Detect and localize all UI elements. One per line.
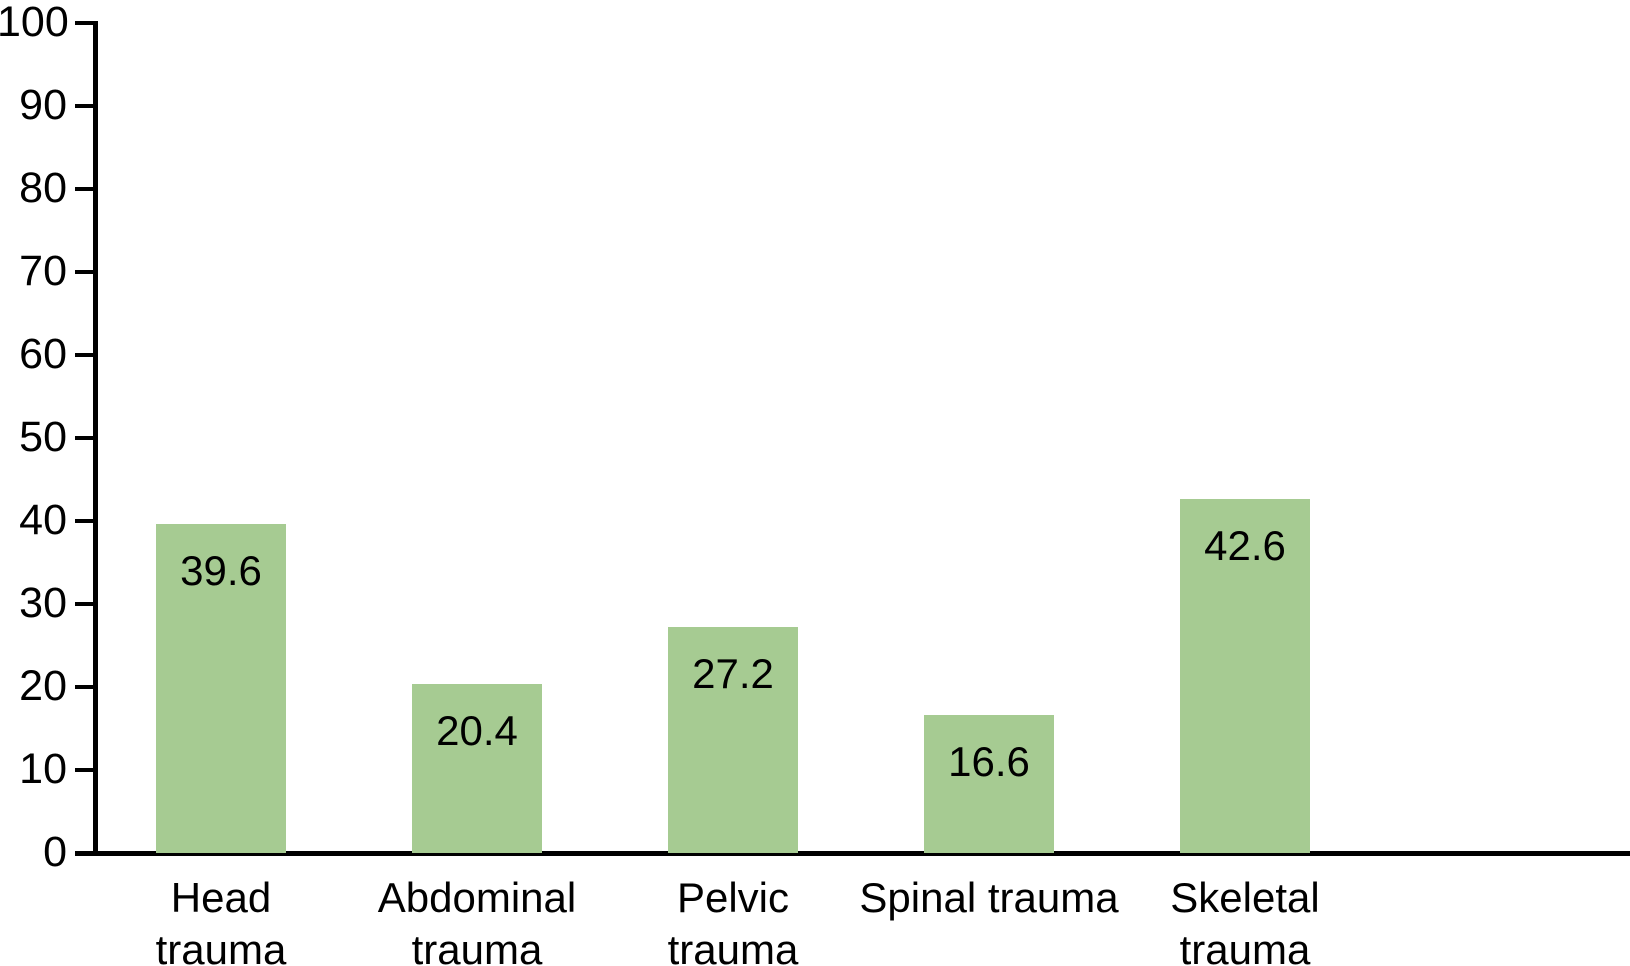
y-tick-label: 20 bbox=[19, 662, 67, 710]
y-axis-line bbox=[93, 21, 98, 853]
bar: 42.6 bbox=[1180, 499, 1310, 853]
x-category-label: Skeletal trauma bbox=[1170, 874, 1320, 966]
y-tick-label: 30 bbox=[19, 579, 67, 627]
bar: 20.4 bbox=[412, 683, 542, 853]
bar: 27.2 bbox=[668, 627, 798, 853]
y-tick-label: 10 bbox=[19, 745, 67, 793]
y-tick bbox=[75, 851, 95, 855]
y-tick bbox=[75, 187, 95, 191]
bar-value-label: 27.2 bbox=[692, 650, 774, 698]
y-tick bbox=[75, 768, 95, 772]
x-category-label: Head trauma bbox=[155, 874, 287, 966]
bar: 16.6 bbox=[924, 715, 1054, 853]
y-tick-label: 50 bbox=[19, 413, 67, 461]
y-tick-label: 80 bbox=[19, 164, 67, 212]
bar-value-label: 39.6 bbox=[180, 547, 262, 595]
y-tick bbox=[75, 602, 95, 606]
x-category-label: Pelvic trauma bbox=[667, 874, 799, 966]
x-category-label: Abdominal trauma bbox=[377, 874, 577, 966]
bar-value-label: 20.4 bbox=[436, 706, 518, 754]
y-tick bbox=[75, 104, 95, 108]
y-tick-label: 0 bbox=[43, 828, 67, 876]
x-category-label: Spinal trauma bbox=[859, 874, 1119, 921]
y-tick-label: 100 bbox=[0, 0, 69, 46]
bar-value-label: 16.6 bbox=[948, 738, 1030, 786]
bar-value-label: 42.6 bbox=[1204, 522, 1286, 570]
y-tick-label: 70 bbox=[19, 247, 67, 295]
y-tick bbox=[75, 21, 95, 25]
y-tick bbox=[75, 270, 95, 274]
y-tick-label: 40 bbox=[19, 496, 67, 544]
y-tick-label: 90 bbox=[19, 81, 67, 129]
bar: 39.6 bbox=[156, 524, 286, 853]
y-tick-label: 60 bbox=[19, 330, 67, 378]
y-tick bbox=[75, 685, 95, 689]
y-tick bbox=[75, 353, 95, 357]
y-tick bbox=[75, 436, 95, 440]
y-tick bbox=[75, 519, 95, 523]
x-axis-line bbox=[75, 851, 1630, 856]
